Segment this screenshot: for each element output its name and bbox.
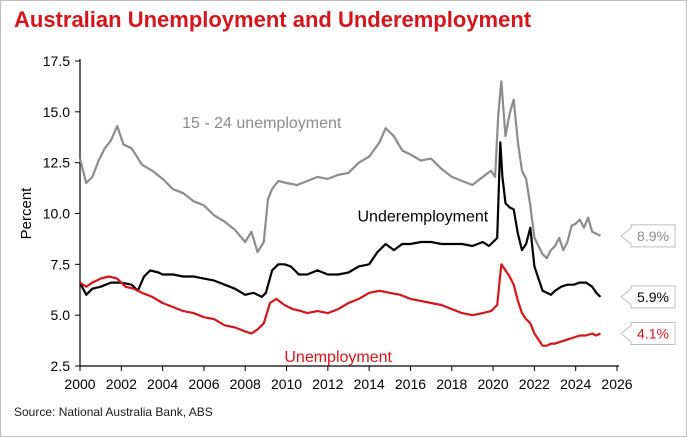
x-tick-label: 2016 [395, 376, 426, 392]
x-tick-label: 2000 [64, 376, 95, 392]
y-tick-label: 15.0 [43, 104, 70, 120]
chart-title: Australian Unemployment and Underemploym… [14, 7, 532, 32]
y-axis-label: Percent [18, 187, 35, 240]
end-value-label: 5.9% [637, 289, 669, 305]
x-tick-label: 2008 [230, 376, 261, 392]
y-tick-label: 7.5 [51, 256, 71, 272]
x-tick-label: 2004 [147, 376, 178, 392]
y-tick-label: 2.5 [51, 358, 71, 374]
x-tick-label: 2026 [601, 376, 632, 392]
x-tick-label: 2010 [271, 376, 302, 392]
end-value-callout [620, 321, 676, 345]
series-annotation: 15 - 24 unemployment [182, 115, 342, 132]
series-line-underemployment [79, 141, 602, 298]
y-tick-label: 10.0 [43, 206, 70, 222]
x-tick-label: 2024 [560, 376, 591, 392]
end-value-callout [620, 224, 676, 248]
x-tick-label: 2006 [188, 376, 219, 392]
x-tick-label: 2018 [436, 376, 467, 392]
end-value-callout [620, 285, 676, 309]
source-note: Source: National Australia Bank, ABS [14, 405, 213, 419]
x-tick-label: 2020 [477, 376, 508, 392]
end-value-label: 8.9% [637, 228, 669, 244]
series-annotation: Underemployment [357, 209, 488, 226]
end-value-label: 4.1% [637, 325, 669, 341]
x-tick-label: 2022 [519, 376, 550, 392]
series-annotation: Unemployment [284, 349, 392, 366]
x-tick-label: 2012 [312, 376, 343, 392]
y-tick-label: 12.5 [43, 155, 70, 171]
x-tick-label: 2014 [354, 376, 385, 392]
y-tick-label: 17.5 [43, 53, 70, 69]
x-tick-label: 2002 [106, 376, 137, 392]
series-line-unemployment [79, 263, 601, 347]
y-tick-label: 5.0 [51, 307, 71, 323]
series-line-15-24-unemployment [78, 80, 601, 260]
